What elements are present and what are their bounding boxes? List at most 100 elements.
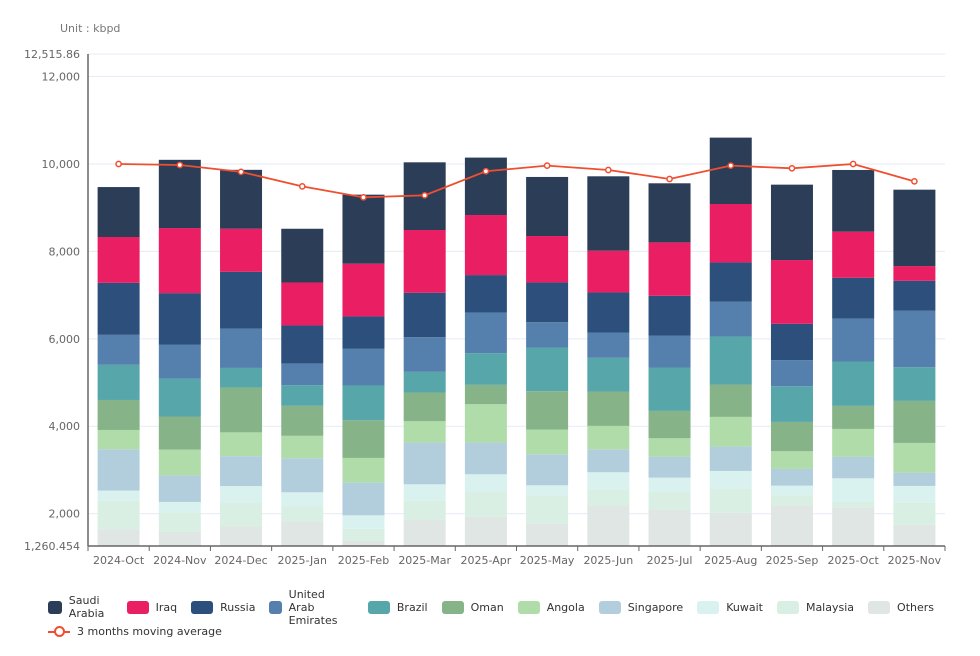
legend-swatch	[269, 600, 282, 614]
x-tick-label: 2025-Jul	[647, 554, 693, 567]
x-tick-label: 2025-Jan	[277, 554, 327, 567]
x-tick-label: 2025-Nov	[888, 554, 942, 567]
bar-segment-united-arab-emirates	[342, 348, 385, 386]
bar-segment-oman	[770, 421, 813, 452]
bar-segment-russia	[403, 292, 446, 338]
bar-segment-angola	[770, 451, 813, 469]
bar-segment-kuwait	[464, 474, 507, 492]
legend-swatch	[367, 600, 390, 614]
y-tick-label: 2,000	[49, 508, 81, 521]
legend-item-russia[interactable]: Russia	[191, 600, 255, 614]
bar-segment-singapore	[158, 475, 201, 502]
bar-segment-oman	[526, 391, 569, 430]
legend-item-saudi-arabia[interactable]: Saudi Arabia	[48, 594, 113, 620]
bar-segment-kuwait	[648, 477, 691, 492]
legend-swatch	[697, 600, 720, 614]
bar-segment-russia	[770, 323, 813, 361]
bar-segment-oman	[281, 405, 324, 436]
legend-swatch	[126, 600, 149, 614]
bar-segment-brazil	[770, 386, 813, 422]
bar-segment-russia	[832, 277, 875, 319]
legend-item-malaysia[interactable]: Malaysia	[776, 600, 854, 614]
bar-segment-saudi-arabia	[832, 169, 875, 232]
legend-swatch	[598, 600, 621, 614]
bar-segment-others	[403, 519, 446, 546]
bar-segment-malaysia	[526, 495, 569, 524]
bar-segment-malaysia	[587, 489, 630, 506]
bar-segment-others	[464, 516, 507, 546]
bar-segment-angola	[281, 435, 324, 459]
moving-average-point	[727, 162, 735, 169]
moving-average-point	[421, 191, 429, 199]
legend-item-oman[interactable]: Oman	[441, 600, 504, 614]
bar-segment-malaysia	[158, 512, 201, 532]
bar-segment-iraq	[832, 231, 875, 278]
bar-segment-malaysia	[770, 495, 813, 506]
legend-label: Singapore	[627, 600, 684, 614]
legend-line-series: 3 months moving average	[48, 619, 948, 643]
bar-segment-brazil	[97, 364, 140, 400]
bar-segment-kuwait	[832, 478, 875, 502]
bar-segment-angola	[342, 457, 385, 483]
bar-segment-united-arab-emirates	[770, 360, 813, 387]
bar-segment-saudi-arabia	[464, 157, 507, 216]
moving-average-line	[118, 163, 915, 199]
y-tick-label: 1,260.454	[24, 540, 80, 553]
bar-segment-angola	[403, 421, 446, 443]
bar-segment-malaysia	[281, 506, 324, 522]
bar-segment-oman	[464, 384, 507, 405]
bar-segment-angola	[832, 428, 875, 457]
x-tick-label: 2025-Feb	[338, 554, 389, 567]
legend-swatch	[191, 600, 214, 614]
bar-segment-angola	[526, 429, 569, 455]
bar-segment-oman	[403, 392, 446, 422]
x-tick-label: 2025-Apr	[461, 554, 512, 567]
line-marker-icon	[48, 625, 70, 638]
bar-segment-iraq	[342, 263, 385, 317]
bar-segment-singapore	[832, 456, 875, 479]
bar-segment-saudi-arabia	[587, 176, 630, 251]
bar-segment-brazil	[464, 353, 507, 385]
legend-item-others[interactable]: Others	[868, 600, 934, 614]
bar-segment-malaysia	[403, 500, 446, 520]
moving-average-point	[788, 164, 796, 172]
legend-item-brazil[interactable]: Brazil	[367, 600, 428, 614]
legend-label: Others	[897, 600, 934, 614]
legend-item-moving-average[interactable]: 3 months moving average	[48, 625, 222, 638]
legend-item-kuwait[interactable]: Kuwait	[697, 600, 763, 614]
bar-segment-russia	[526, 282, 569, 323]
bar-segment-singapore	[648, 456, 691, 478]
bar-segment-kuwait	[893, 485, 936, 503]
bar-segment-iraq	[464, 215, 507, 276]
legend-label: Oman	[470, 600, 504, 614]
legend-item-singapore[interactable]: Singapore	[598, 600, 684, 614]
bar-segment-brazil	[158, 378, 201, 417]
bar-segment-oman	[97, 399, 140, 430]
bar-segment-kuwait	[220, 486, 263, 504]
bar-segment-brazil	[526, 347, 569, 392]
bar-segment-singapore	[97, 449, 140, 491]
bar-segment-russia	[342, 316, 385, 349]
legend-item-iraq[interactable]: Iraq	[126, 600, 177, 614]
bar-segment-united-arab-emirates	[403, 337, 446, 372]
bar-segment-saudi-arabia	[281, 228, 324, 283]
bar-segment-russia	[709, 262, 752, 302]
bar-segment-angola	[587, 425, 630, 450]
bar-segment-others	[342, 541, 385, 546]
x-tick-label: 2025-Oct	[828, 554, 880, 567]
bar-segment-angola	[648, 438, 691, 457]
bar-segment-brazil	[709, 336, 752, 385]
bar-segment-united-arab-emirates	[648, 335, 691, 368]
legend: Saudi Arabia Iraq Russia United Arab Emirat…	[48, 588, 948, 643]
legend-item-angola[interactable]: Angola	[517, 600, 585, 614]
bar-segment-oman	[158, 416, 201, 450]
legend-item-united-arab-emirates[interactable]: United Arab Emirates	[269, 588, 353, 627]
bar-segment-brazil	[342, 385, 385, 421]
bar-segment-oman	[648, 410, 691, 439]
y-tick-label: 12,515.86	[24, 48, 80, 61]
bar-segment-kuwait	[526, 485, 569, 496]
bar-segment-kuwait	[709, 470, 752, 489]
bar-segment-angola	[709, 416, 752, 447]
bar-segment-oman	[342, 420, 385, 458]
bar-segment-saudi-arabia	[220, 169, 263, 229]
